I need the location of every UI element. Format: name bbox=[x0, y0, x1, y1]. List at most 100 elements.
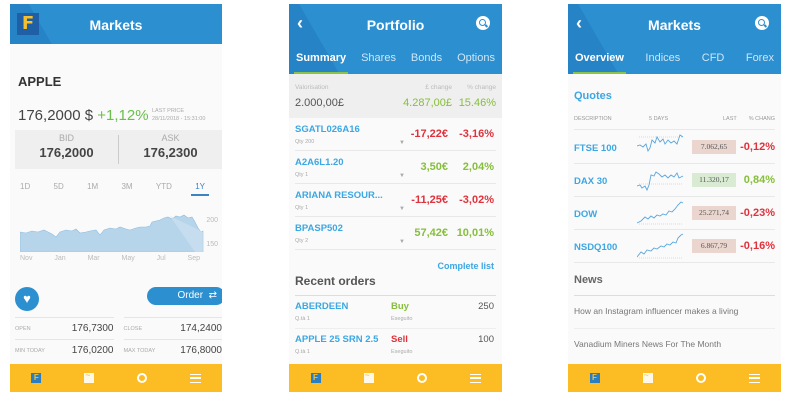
position-row[interactable]: ARIANA RESOUR... Qty 1 ▼ -11,25€ -3,02% bbox=[295, 184, 496, 217]
x-tick: May bbox=[121, 255, 135, 262]
quote-pct: -0,12% bbox=[740, 141, 775, 153]
news-item[interactable]: How an Instagram influencer makes a livi… bbox=[574, 296, 775, 329]
position-name: A2A6L1.20 bbox=[295, 157, 344, 168]
range-ytd[interactable]: YTD bbox=[155, 182, 172, 191]
x-tick: Sep bbox=[187, 255, 200, 262]
page-title: Portfolio bbox=[366, 17, 425, 33]
tab-forex[interactable]: Forex bbox=[745, 52, 774, 64]
last-price-time: 28/11/2018 - 15:31:00 bbox=[152, 116, 206, 122]
tab-bonds[interactable]: Bonds bbox=[410, 52, 443, 64]
bid-ask-panel: BID 176,2000 ASK 176,2300 bbox=[15, 130, 222, 169]
news-item[interactable]: Vanadium Miners News For The Month bbox=[574, 339, 722, 349]
position-row[interactable]: BPASP502 Qty 2 ▼ 57,42€ 10,01% bbox=[295, 217, 496, 250]
menu-icon[interactable] bbox=[469, 373, 481, 383]
tab-shares[interactable]: Shares bbox=[361, 52, 396, 64]
bid-column[interactable]: BID 176,2000 bbox=[15, 130, 118, 169]
stat-max-today: MAX TODAY 176,8000 bbox=[123, 339, 222, 361]
column-5days: 5 DAYS bbox=[649, 116, 669, 122]
current-price: 176,2000 $ bbox=[18, 107, 94, 124]
bottom-nav: F bbox=[568, 364, 781, 392]
position-row[interactable]: SGATL026A16 Qty 200 ▼ -17,22€ -3,16% bbox=[295, 118, 496, 151]
order-row[interactable]: APPLE 25 SRN 2.5 Q.tà 1 Sell Eseguito 10… bbox=[295, 329, 496, 362]
sparkline bbox=[637, 233, 684, 259]
chart-icon[interactable] bbox=[363, 370, 374, 383]
tab-indices[interactable]: Indices bbox=[645, 52, 681, 64]
appbar-decoration bbox=[568, 4, 628, 74]
expand-caret-icon[interactable]: ▼ bbox=[399, 173, 405, 179]
position-pct: 2,04% bbox=[462, 161, 494, 173]
order-button[interactable]: Order ⇄ bbox=[147, 287, 222, 305]
chart-icon[interactable] bbox=[84, 370, 95, 383]
sparkline bbox=[637, 201, 684, 225]
quote-name: NSDQ100 bbox=[574, 242, 618, 253]
bid-value: 176,2000 bbox=[39, 145, 94, 160]
page-title: Markets bbox=[89, 17, 143, 33]
search-icon[interactable] bbox=[476, 16, 490, 30]
ring-icon[interactable] bbox=[416, 373, 427, 383]
range-3m[interactable]: 3M bbox=[121, 182, 133, 191]
back-chevron-icon[interactable]: ‹ bbox=[576, 13, 582, 33]
complete-list-link[interactable]: Complete list bbox=[437, 261, 494, 271]
quote-row[interactable]: DAX 30 11.320,17 0,84% bbox=[574, 164, 775, 197]
home-logo-icon[interactable]: F bbox=[310, 373, 321, 383]
order-status: Eseguito bbox=[391, 349, 413, 355]
back-chevron-icon[interactable]: ‹ bbox=[297, 13, 303, 33]
search-icon[interactable] bbox=[755, 16, 769, 30]
tab-summary[interactable]: Summary bbox=[294, 50, 349, 74]
expand-caret-icon[interactable]: ▼ bbox=[399, 140, 405, 146]
menu-icon[interactable] bbox=[748, 373, 760, 383]
quote-row[interactable]: DOW 25.271,74 -0,23% bbox=[574, 197, 775, 230]
position-change: 57,42€ bbox=[414, 227, 448, 239]
stat-value: 174,2400 bbox=[180, 323, 222, 334]
ring-icon[interactable] bbox=[695, 373, 706, 383]
tab-options[interactable]: Options bbox=[457, 52, 495, 64]
range-1d[interactable]: 1D bbox=[20, 182, 31, 191]
quote-row[interactable]: FTSE 100 7.062,65 -0,12% bbox=[574, 131, 775, 164]
app-logo-icon[interactable]: F bbox=[17, 13, 39, 35]
ring-icon[interactable] bbox=[136, 373, 147, 383]
range-1m[interactable]: 1M bbox=[87, 182, 99, 191]
order-side: Sell bbox=[391, 334, 408, 345]
tab-cfd[interactable]: CFD bbox=[701, 52, 725, 64]
position-change: 3,50€ bbox=[420, 161, 448, 173]
valorisation-value: 2.000,00£ bbox=[295, 97, 344, 109]
position-row[interactable]: A2A6L1.20 Qty 1 ▼ 3,50€ 2,04% bbox=[295, 151, 496, 184]
x-axis: Nov Jan Mar May Jul Sep bbox=[20, 255, 200, 262]
order-side: Buy bbox=[391, 301, 409, 312]
price-area-chart[interactable] bbox=[20, 202, 205, 252]
home-logo-icon[interactable]: F bbox=[589, 373, 600, 383]
expand-caret-icon[interactable]: ▼ bbox=[399, 206, 405, 212]
stats-row: MIN TODAY 176,0200 MAX TODAY 176,8000 bbox=[15, 339, 222, 361]
stat-close: CLOSE 174,2400 bbox=[123, 317, 222, 339]
divider bbox=[118, 135, 119, 164]
order-qty: Q.tà 1 bbox=[295, 316, 310, 322]
position-pct: -3,16% bbox=[459, 128, 494, 140]
range-1y[interactable]: 1Y bbox=[191, 182, 209, 196]
x-tick: Mar bbox=[87, 255, 100, 262]
app-bar: ‹ Markets Overview Indices CFD Forex bbox=[568, 4, 781, 74]
quote-row[interactable]: NSDQ100 6.867,79 -0,16% bbox=[574, 230, 775, 263]
app-bar: ‹ Portfolio Summary Shares Bonds Options bbox=[289, 4, 502, 74]
menu-icon[interactable] bbox=[189, 373, 201, 383]
stats-row: OPEN 176,7300 CLOSE 174,2400 bbox=[15, 317, 222, 339]
tab-overview[interactable]: Overview bbox=[573, 50, 626, 74]
quote-pct: -0,16% bbox=[740, 240, 775, 252]
ask-column[interactable]: ASK 176,2300 bbox=[119, 130, 222, 169]
stat-open: OPEN 176,7300 bbox=[15, 317, 114, 339]
position-qty: Qty 1 bbox=[295, 205, 309, 211]
order-amount: 250 bbox=[478, 301, 494, 312]
stat-value: 176,8000 bbox=[180, 345, 222, 356]
ask-label: ASK bbox=[161, 133, 180, 143]
order-row[interactable]: ABERDEEN Q.tà 1 Buy Eseguito 250 bbox=[295, 296, 496, 329]
stat-label: MIN TODAY bbox=[15, 347, 45, 354]
price-line: 176,2000 $ +1,12% bbox=[18, 107, 149, 124]
quotes-header: DESCRIPTION 5 DAYS LAST % CHANG bbox=[574, 116, 775, 130]
quote-name: DAX 30 bbox=[574, 176, 608, 187]
range-5d[interactable]: 5D bbox=[53, 182, 64, 191]
chart-icon[interactable] bbox=[642, 370, 653, 383]
position-name: ARIANA RESOUR... bbox=[295, 190, 383, 201]
favorite-button[interactable]: ♥ bbox=[15, 287, 39, 311]
expand-caret-icon[interactable]: ▼ bbox=[399, 239, 405, 245]
home-logo-icon[interactable]: F bbox=[31, 373, 42, 383]
last-price-label: LAST PRICE bbox=[152, 108, 184, 114]
